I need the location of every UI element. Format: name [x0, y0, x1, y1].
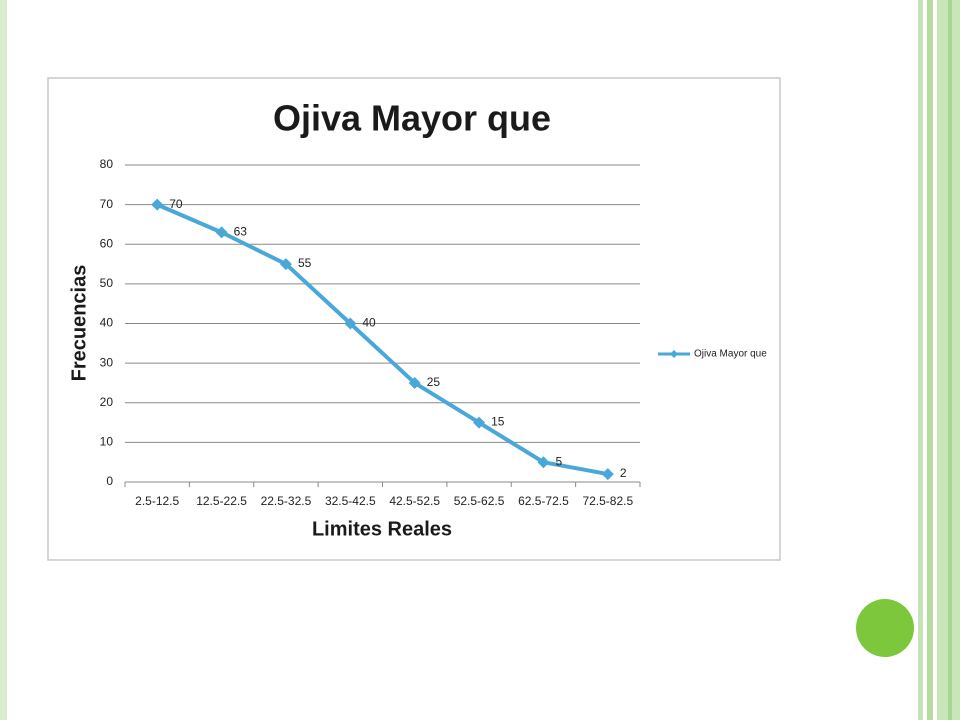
x-tick-label: 32.5-42.5	[325, 494, 376, 508]
x-axis-title: Limites Reales	[312, 518, 452, 540]
x-tick-label: 52.5-62.5	[454, 494, 505, 508]
data-label: 5	[555, 454, 562, 468]
y-tick-label: 60	[100, 236, 114, 250]
legend-label: Ojiva Mayor que	[694, 349, 767, 360]
x-tick-label: 72.5-82.5	[582, 494, 633, 508]
y-tick-label: 30	[100, 355, 114, 369]
x-tick-label: 42.5-52.5	[389, 494, 440, 508]
data-point	[215, 226, 228, 239]
x-tick-label: 2.5-12.5	[135, 494, 179, 508]
data-point	[601, 468, 614, 481]
chart-title: Ojiva Mayor que	[273, 98, 551, 139]
right-stripe	[948, 0, 952, 720]
y-tick-label: 80	[100, 157, 114, 171]
y-tick-label: 10	[100, 435, 114, 449]
x-tick-label: 22.5-32.5	[261, 494, 312, 508]
decor-circle	[856, 599, 914, 657]
data-label: 2	[620, 466, 627, 480]
chart-frame	[47, 77, 781, 561]
data-label: 40	[362, 316, 376, 330]
data-point	[537, 456, 550, 469]
data-point	[151, 198, 164, 211]
right-stripe	[927, 0, 933, 720]
x-tick-label: 62.5-72.5	[518, 494, 569, 508]
data-label: 70	[169, 197, 183, 211]
y-axis-title: Frecuencias	[68, 265, 90, 382]
data-point	[408, 376, 421, 389]
data-label: 63	[234, 225, 248, 239]
y-tick-label: 40	[100, 316, 114, 330]
y-tick-label: 0	[106, 474, 113, 488]
data-point	[344, 317, 357, 330]
x-tick-label: 12.5-22.5	[196, 494, 247, 508]
plot-area: 0 10 20 30 40 50 60 70 80 2.5-12.5 12.5-22.5 22.5-3…	[100, 157, 768, 508]
data-label: 15	[491, 415, 505, 429]
data-point	[473, 416, 486, 429]
series-line	[156, 202, 609, 477]
y-tick-label: 70	[100, 197, 114, 211]
data-label: 55	[298, 256, 312, 270]
data-point	[279, 258, 292, 271]
data-label: 25	[427, 375, 441, 389]
right-stripe	[918, 0, 923, 720]
left-border	[0, 0, 7, 720]
y-tick-label: 50	[100, 276, 114, 290]
y-tick-label: 20	[100, 395, 114, 409]
legend-marker	[670, 350, 678, 358]
